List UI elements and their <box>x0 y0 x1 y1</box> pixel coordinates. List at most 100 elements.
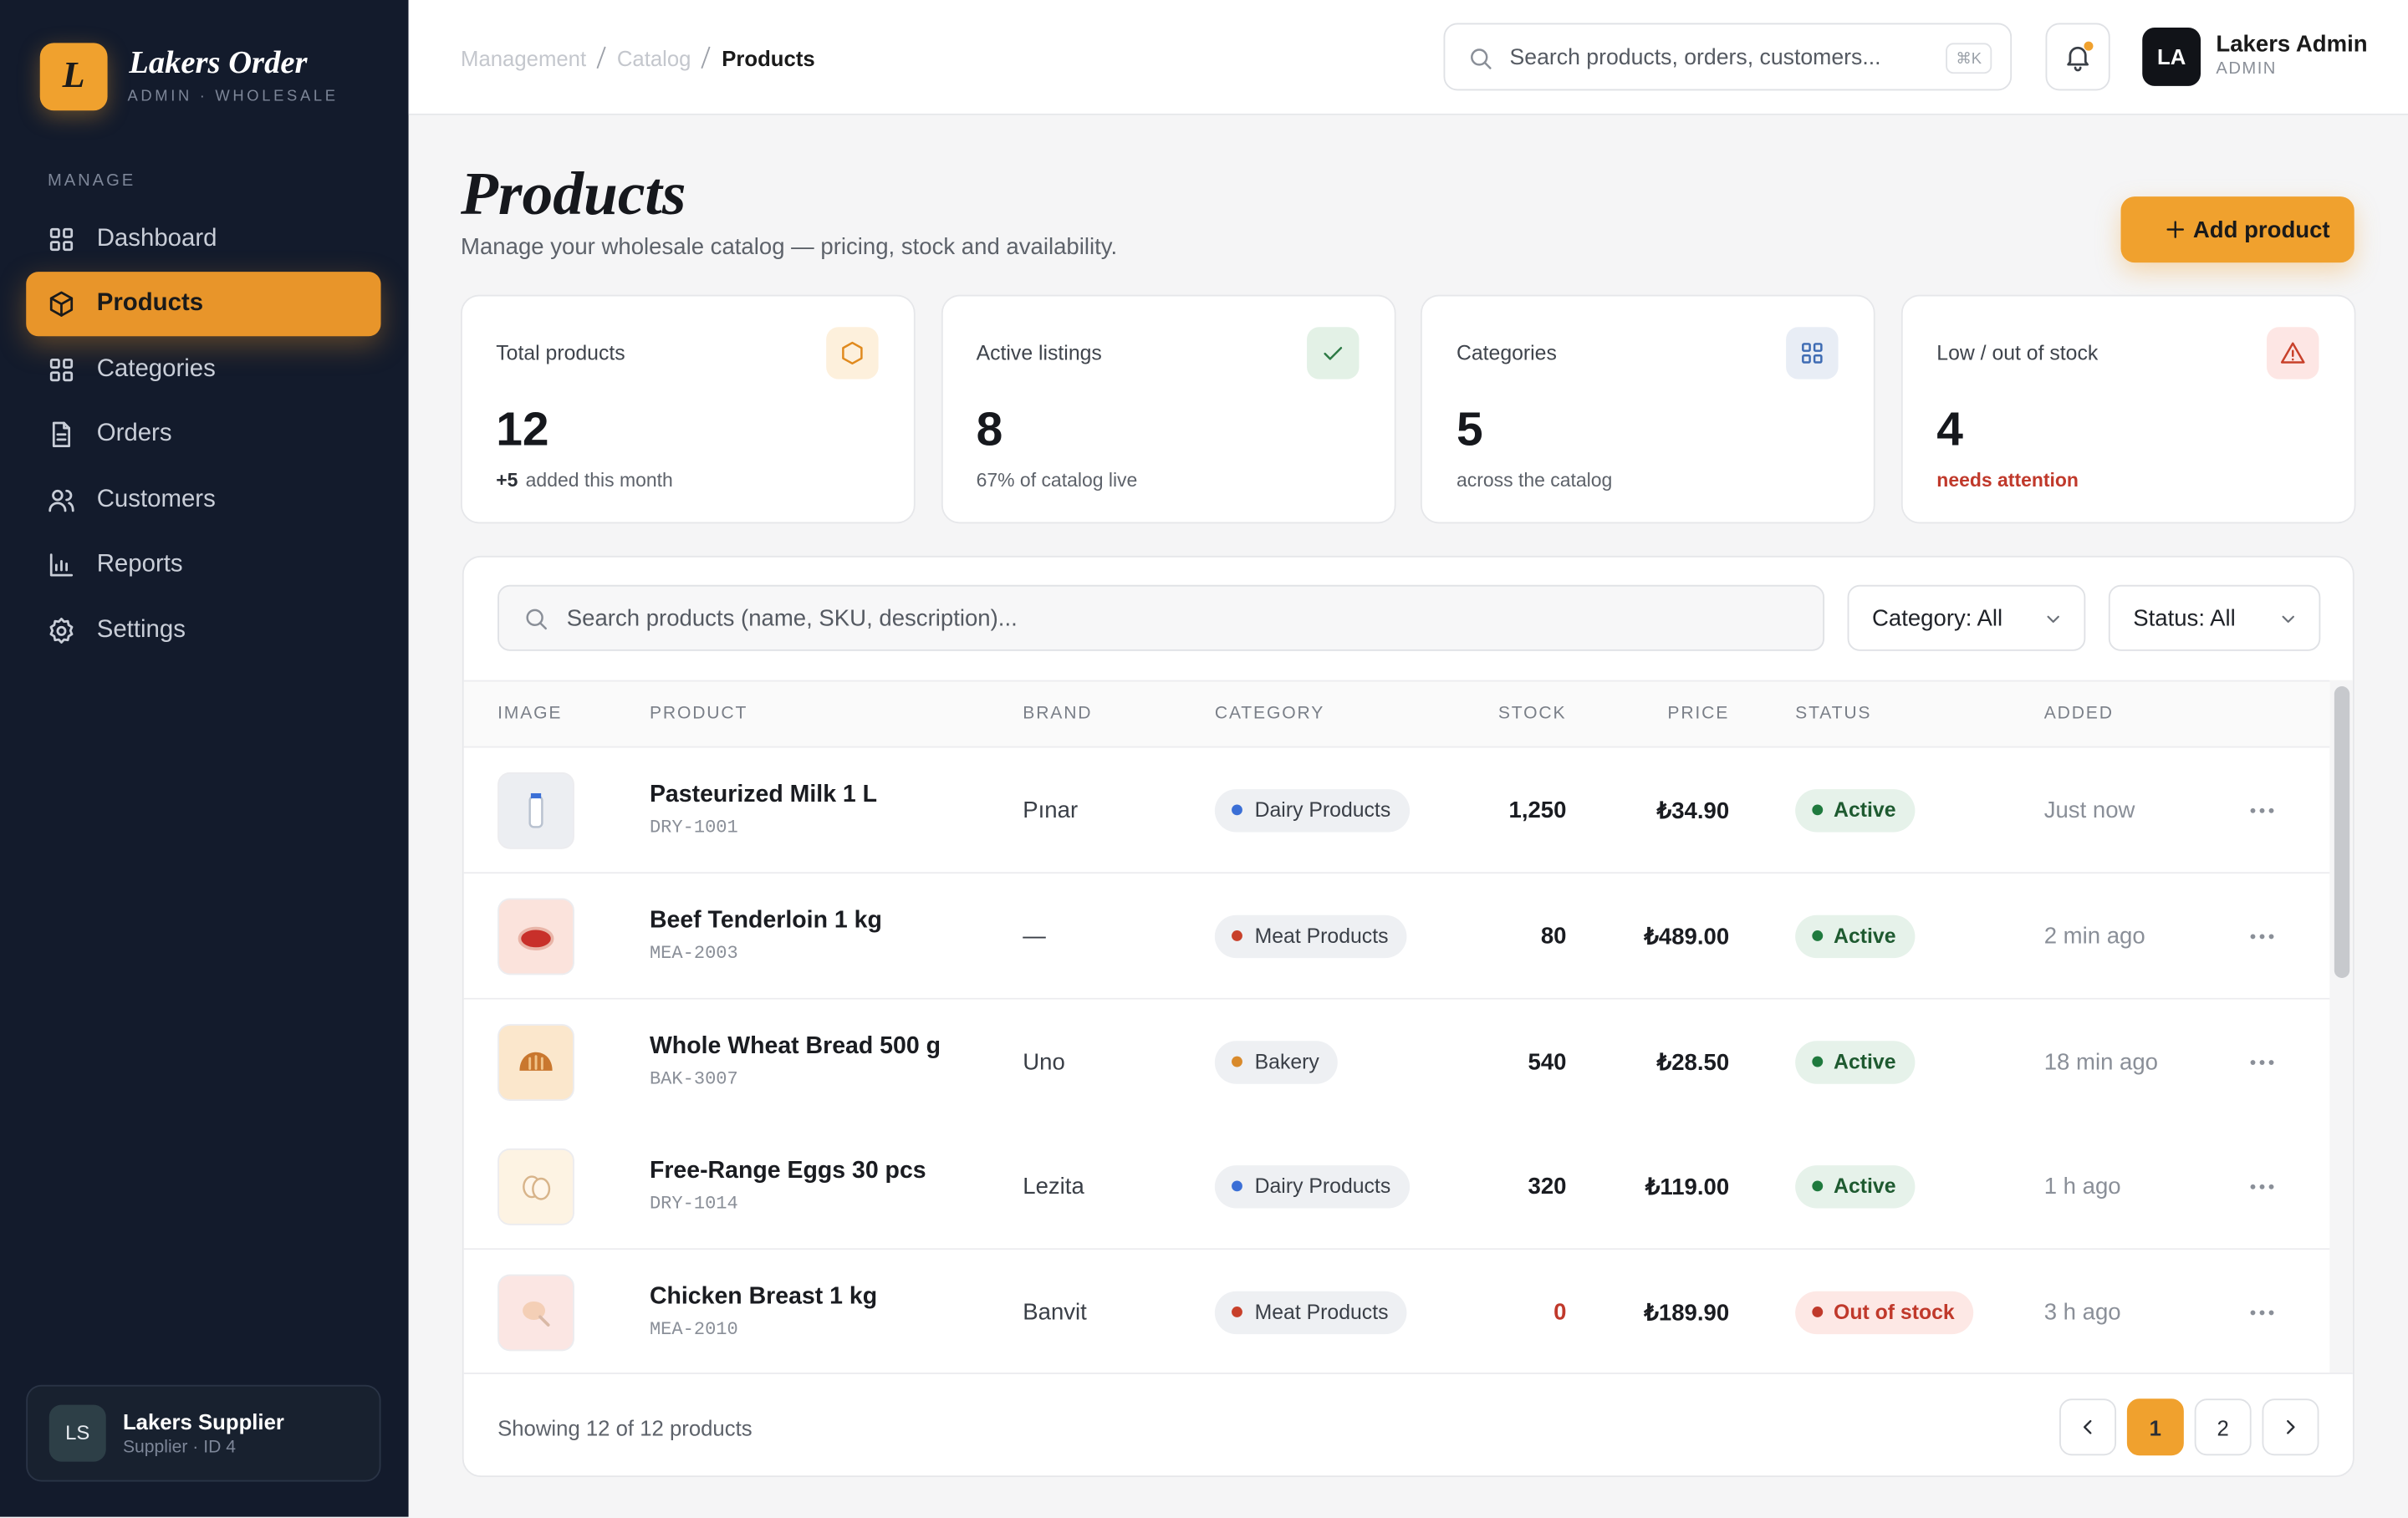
page-title: Products <box>461 159 686 228</box>
nav-item[interactable]: Products <box>26 272 381 337</box>
column-header: STOCK <box>1497 705 1567 724</box>
prev-page[interactable] <box>2059 1398 2117 1456</box>
nav-label: Settings <box>96 616 186 643</box>
user-card[interactable]: LS Lakers Supplier Supplier · ID 4 <box>26 1384 381 1482</box>
row-actions[interactable] <box>2245 1297 2278 1328</box>
added: 18 min ago <box>2043 1048 2159 1075</box>
nav-item[interactable]: Orders <box>26 402 380 466</box>
icon <box>2278 1414 2303 1440</box>
product-name[interactable]: Beef Tenderloin 1 kg <box>649 907 882 934</box>
icon <box>1471 48 1492 69</box>
icon <box>1802 343 1824 364</box>
stat-label: Total products <box>496 341 625 365</box>
page-number: 1 <box>2149 1415 2162 1440</box>
admin-avatar[interactable]: LA <box>2142 28 2201 86</box>
chevron-down <box>2041 607 2065 631</box>
stat-note: 67% of catalog live <box>976 470 1138 492</box>
breadcrumb-separator <box>595 46 606 69</box>
status-filter-label: Status: All <box>2133 605 2236 632</box>
status-filter[interactable]: Status: All <box>2108 584 2321 651</box>
status-label: Active <box>1834 798 1896 822</box>
thumbnail-image <box>512 1037 561 1087</box>
page-subtitle: Manage your wholesale catalog — pricing,… <box>461 234 1118 261</box>
nav-icon <box>46 288 77 319</box>
nav-item[interactable]: Customers <box>26 467 380 532</box>
table-search[interactable]: Search products (name, SKU, description)… <box>497 584 1825 651</box>
row-actions[interactable] <box>2245 795 2278 826</box>
breadcrumb: Products <box>722 46 815 71</box>
nav-item[interactable]: Reports <box>26 532 380 597</box>
icon <box>526 609 547 630</box>
logo-letter: L <box>62 56 85 96</box>
nav-item[interactable]: Settings <box>26 598 380 662</box>
page-number: 2 <box>2217 1415 2229 1440</box>
icon <box>2281 342 2305 364</box>
status-pill: Active <box>1795 1040 1915 1083</box>
add-product-label: Add product <box>2192 216 2330 244</box>
next-page[interactable] <box>2262 1398 2319 1456</box>
product-name[interactable]: Pasteurized Milk 1 L <box>649 781 878 808</box>
stat-icon <box>2267 327 2319 380</box>
search-icon <box>1467 44 1494 72</box>
stat-icon <box>826 327 879 380</box>
status-dot <box>1812 1181 1824 1193</box>
add-product-button[interactable]: Add product <box>2120 196 2354 263</box>
plus-icon <box>2162 216 2188 242</box>
product-sku: DRY-1001 <box>649 817 738 838</box>
icon <box>2067 46 2089 72</box>
product-name[interactable]: Free-Range Eggs 30 pcs <box>649 1158 926 1184</box>
global-search[interactable]: Search products, orders, customers... ⌘K <box>1443 23 2013 91</box>
more-icon <box>2250 1310 2274 1316</box>
breadcrumb[interactable]: Management <box>461 46 587 71</box>
icon <box>839 339 866 367</box>
icon <box>2074 1414 2100 1440</box>
nav-label: Dashboard <box>96 225 217 252</box>
category-label: Meat Products <box>1254 924 1389 947</box>
column-header: BRAND <box>1023 705 1093 724</box>
column-header: IMAGE <box>497 705 563 724</box>
price: ₺119.00 <box>1645 1174 1730 1202</box>
table-row: Whole Wheat Bread 500 g BAK-3007 Uno Bakery… <box>463 998 2330 1125</box>
stat-value: 4 <box>1936 402 1963 456</box>
nav-item[interactable]: Dashboard <box>26 206 380 271</box>
product-name[interactable]: Whole Wheat Bread 500 g <box>649 1032 941 1059</box>
nav-section: MANAGE <box>47 171 136 191</box>
stat-label: Active listings <box>976 341 1102 365</box>
product-sku: BAK-3007 <box>649 1067 738 1090</box>
icon <box>49 227 74 251</box>
price: ₺34.90 <box>1656 798 1730 825</box>
row-actions[interactable] <box>2245 921 2278 952</box>
image <box>519 1052 553 1071</box>
shortcut: ⌘K <box>1956 51 1982 69</box>
bell-icon <box>2063 42 2094 73</box>
stat-card: Active listings 8 67% of catalog live <box>941 294 1396 524</box>
nav-item[interactable]: Categories <box>26 337 380 401</box>
status-label: Out of stock <box>1834 1301 1955 1324</box>
scrollbar-thumb[interactable] <box>2334 686 2350 979</box>
page-button[interactable]: 2 <box>2194 1398 2252 1456</box>
page-button[interactable]: 1 <box>2126 1398 2184 1456</box>
row-actions[interactable] <box>2245 1047 2278 1077</box>
stat-value: 5 <box>1456 402 1483 456</box>
category-dot <box>1232 1307 1242 1318</box>
more-icon <box>2250 807 2274 813</box>
table-footer: Showing 12 of 12 products 1 2 <box>463 1373 2353 1476</box>
user-initials: LS <box>65 1420 90 1444</box>
product-name[interactable]: Chicken Breast 1 kg <box>649 1283 878 1311</box>
more-icon <box>2250 934 2274 939</box>
row-actions[interactable] <box>2245 1172 2278 1203</box>
image <box>523 1176 551 1201</box>
status-pill: Active <box>1795 789 1915 833</box>
column-header: ADDED <box>2043 705 2114 724</box>
stat-value: 12 <box>496 402 549 456</box>
notifications-button[interactable] <box>2045 23 2110 91</box>
product-thumbnail <box>497 1023 574 1101</box>
category-label: Dairy Products <box>1254 798 1391 822</box>
stock: 320 <box>1528 1174 1567 1201</box>
image <box>528 792 543 828</box>
category-filter[interactable]: Category: All <box>1847 584 2086 651</box>
breadcrumb[interactable]: Catalog <box>616 46 691 71</box>
table-row: Beef Tenderloin 1 kg MEA-2003 — Meat Produc… <box>463 873 2330 1000</box>
icon <box>1799 339 1827 367</box>
